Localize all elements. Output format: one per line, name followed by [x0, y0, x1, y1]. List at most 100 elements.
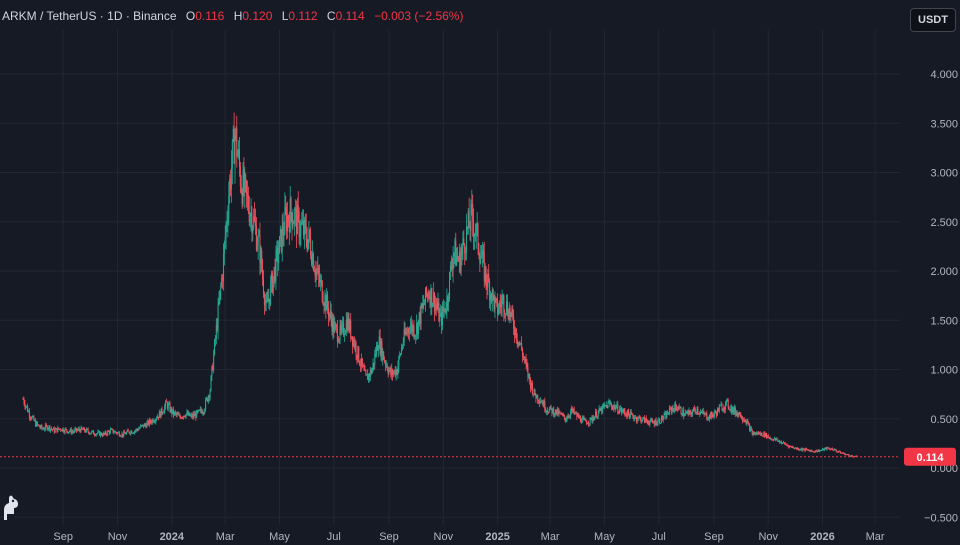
candle-body [691, 413, 693, 415]
candle-body [91, 431, 93, 434]
candle-body [798, 449, 800, 451]
candle-body [28, 411, 30, 418]
candle-body [259, 235, 261, 264]
candle-body [201, 411, 203, 414]
candle-body [685, 412, 687, 414]
candle-body [257, 235, 259, 247]
tradingview-logo-icon[interactable] [0, 494, 22, 522]
candle-body [526, 363, 528, 367]
candle-body [485, 266, 487, 282]
candle-body [557, 409, 559, 415]
candle-body [413, 326, 415, 337]
candle-body [603, 405, 605, 407]
candle-body [710, 412, 712, 419]
candle-body [827, 447, 829, 449]
candle-body [131, 431, 133, 434]
candle-body [368, 374, 370, 377]
candle-body [383, 351, 385, 360]
symbol-label[interactable]: ARKM / TetherUS · 1D · Binance [2, 9, 177, 23]
candle-body [398, 356, 400, 367]
candle-body [491, 289, 493, 302]
candle-body [537, 394, 539, 401]
candle-body [422, 303, 424, 308]
candle-body [288, 220, 290, 233]
currency-button[interactable]: USDT [910, 8, 956, 32]
candle-body [86, 428, 88, 430]
candle-body [418, 312, 420, 320]
candle-body [719, 405, 721, 407]
candle-body [192, 414, 194, 418]
candle-body [206, 397, 208, 402]
candle-body [692, 408, 694, 412]
candle-body [309, 229, 311, 239]
candle-body [701, 411, 703, 413]
candle-body [731, 406, 733, 413]
candle-body [653, 422, 655, 425]
candle-body [50, 428, 52, 431]
candle-body [170, 407, 172, 412]
candle-body [756, 433, 758, 435]
candle-body [274, 267, 276, 281]
candle-body [540, 401, 542, 403]
candle-body [770, 438, 772, 440]
candle-body [525, 359, 527, 364]
candle-body [361, 358, 363, 366]
candle-body [62, 428, 64, 432]
candle-body [426, 293, 428, 296]
candle-body [721, 404, 723, 411]
candle-body [129, 432, 131, 434]
candle-body [444, 308, 446, 312]
candle-body [222, 253, 224, 281]
candle-body [643, 417, 645, 419]
candle-body [305, 225, 307, 241]
candle-body [831, 448, 833, 450]
candle-body [774, 438, 776, 440]
candle-body [676, 407, 678, 411]
candle-body [634, 417, 636, 420]
candle-body [786, 444, 788, 446]
candle-body [531, 382, 533, 395]
candle-body [306, 240, 308, 250]
candle-body [324, 295, 326, 306]
candle-body [359, 361, 361, 365]
candle-body [116, 432, 118, 434]
candle-body [675, 404, 677, 408]
candle-body [837, 451, 839, 453]
candle-body [588, 423, 590, 425]
candle-body [776, 438, 778, 441]
candle-body [695, 411, 697, 413]
candle-body [370, 369, 372, 374]
candle-body [688, 410, 690, 415]
candle-body [488, 273, 490, 282]
candle-body [782, 442, 784, 444]
candle-body [74, 429, 76, 432]
candle-body [427, 293, 429, 297]
candle-body [682, 409, 684, 416]
candle-body [353, 339, 355, 348]
candle-body [635, 416, 637, 418]
candle-body [355, 343, 357, 355]
candle-body [766, 435, 768, 438]
candle-body [374, 353, 376, 365]
candle-body [408, 328, 410, 332]
candle-body [761, 432, 763, 436]
candle-body [818, 449, 820, 452]
candle-body [572, 409, 574, 412]
candle-body [534, 389, 536, 396]
candle-body [284, 207, 286, 235]
candle-body [554, 409, 556, 414]
candle-body [198, 409, 200, 412]
candle-body [296, 205, 298, 235]
candle-body [495, 298, 497, 300]
candle-body [105, 431, 107, 435]
candle-body [742, 419, 744, 421]
candle-body [158, 411, 160, 418]
candle-body [118, 432, 120, 436]
candle-body [551, 408, 553, 414]
y-tick-label: 3.000 [930, 168, 958, 180]
candle-body [84, 431, 86, 433]
candle-body [741, 417, 743, 419]
candle-body [89, 433, 91, 435]
